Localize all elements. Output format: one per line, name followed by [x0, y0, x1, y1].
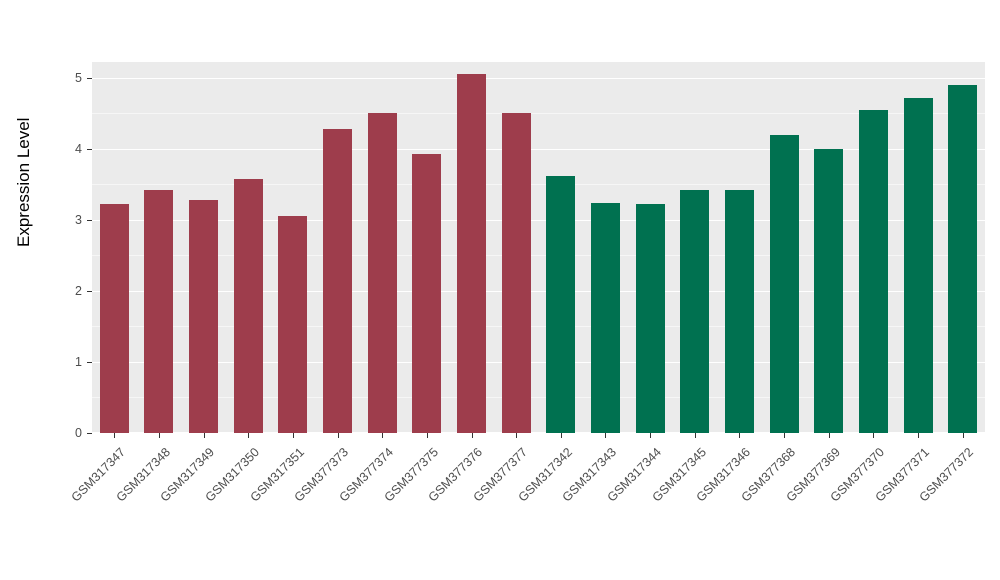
x-tick-mark [426, 433, 428, 438]
x-tick-mark [739, 433, 741, 438]
x-tick-mark [114, 433, 116, 438]
bar-GSM317350 [233, 178, 263, 433]
bar-GSM377376 [457, 74, 487, 433]
x-tick-mark [962, 433, 964, 438]
x-tick-mark [560, 433, 562, 438]
gridline-minor [92, 113, 985, 115]
gridline-major [92, 148, 985, 150]
y-tick-label: 4 [75, 141, 82, 156]
x-tick-mark [828, 433, 830, 438]
bar-GSM317345 [680, 189, 710, 433]
y-tick-label: 2 [75, 283, 82, 298]
bar-GSM377369 [814, 148, 844, 433]
bar-GSM377375 [412, 153, 442, 433]
bar-GSM317346 [724, 189, 754, 433]
bar-GSM377377 [501, 113, 531, 433]
gridline-minor [92, 326, 985, 328]
x-tick-mark [292, 433, 294, 438]
x-tick-mark [605, 433, 607, 438]
x-tick-mark [471, 433, 473, 438]
y-tick-label: 1 [75, 354, 82, 369]
y-tick-mark [87, 77, 92, 79]
bar-GSM317351 [278, 216, 308, 433]
plot-panel [92, 62, 985, 433]
x-tick-mark [784, 433, 786, 438]
bar-GSM377368 [769, 134, 799, 433]
y-tick-mark [87, 219, 92, 221]
y-tick-label: 3 [75, 212, 82, 227]
x-tick-mark [337, 433, 339, 438]
bar-GSM317342 [546, 175, 576, 433]
gridline-major [92, 77, 985, 79]
y-tick-mark [87, 433, 92, 434]
x-tick-mark [248, 433, 250, 438]
bar-GSM317349 [189, 199, 219, 433]
gridline-minor [92, 184, 985, 186]
bar-GSM317344 [635, 204, 665, 433]
gridline-major [92, 361, 985, 363]
bar-GSM377371 [903, 97, 933, 433]
y-tick-label: 5 [75, 70, 82, 85]
x-tick-mark [918, 433, 920, 438]
x-tick-mark [694, 433, 696, 438]
x-tick-mark [158, 433, 160, 438]
bar-GSM317343 [590, 202, 620, 433]
gridline-minor [92, 255, 985, 257]
gridline-major [92, 290, 985, 292]
bar-GSM317348 [144, 189, 174, 433]
y-tick-label: 0 [75, 426, 82, 440]
bar-GSM377373 [323, 128, 353, 433]
x-tick-mark [382, 433, 384, 438]
gridline-major [92, 219, 985, 221]
x-tick-mark [516, 433, 518, 438]
bar-GSM377370 [858, 109, 888, 433]
x-tick-mark [873, 433, 875, 438]
gridline-major [92, 432, 985, 433]
bar-GSM317347 [99, 204, 129, 433]
y-tick-mark [87, 361, 92, 363]
gridline-minor [92, 397, 985, 399]
y-tick-mark [87, 290, 92, 292]
y-tick-mark [87, 148, 92, 150]
bar-GSM377372 [948, 84, 978, 433]
x-tick-mark [650, 433, 652, 438]
x-tick-mark [203, 433, 205, 438]
bar-GSM377374 [367, 113, 397, 433]
